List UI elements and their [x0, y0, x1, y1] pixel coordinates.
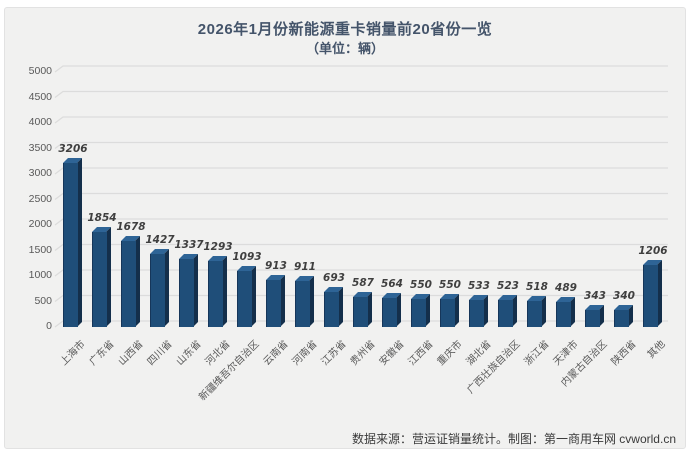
bar-front-face	[324, 292, 339, 327]
bar-value-label: 1337	[174, 239, 204, 251]
bar	[63, 158, 82, 327]
gridline	[54, 192, 668, 200]
chart-subtitle: （单位：辆）	[305, 41, 384, 56]
bar-front-face	[295, 281, 310, 327]
bar-value-label: 3206	[58, 143, 88, 155]
bar-value-label: 1854	[87, 212, 117, 224]
bar	[208, 256, 227, 327]
bar-front-face	[411, 299, 426, 327]
y-axis-tick-label: 2500	[28, 192, 52, 205]
bar-value-label: 693	[323, 272, 345, 284]
bar	[237, 266, 256, 327]
bar-value-label: 340	[613, 290, 635, 302]
bar	[382, 293, 401, 327]
bar	[266, 275, 285, 327]
chart-panel	[4, 7, 686, 449]
y-axis-tick-label: 5000	[28, 65, 52, 77]
gridline	[54, 65, 668, 73]
bar	[556, 297, 575, 327]
bar-front-face	[208, 261, 223, 327]
y-axis-tick-label: 3500	[28, 141, 52, 154]
bar-front-face	[643, 265, 658, 327]
bar-value-label: 911	[294, 261, 316, 273]
bar-front-face	[614, 310, 629, 327]
bar	[295, 276, 314, 327]
bar-value-label: 523	[497, 280, 519, 292]
bar	[353, 292, 372, 327]
bar-front-face	[585, 310, 600, 327]
gridline	[54, 141, 668, 149]
bar-value-label: 564	[381, 278, 403, 290]
gridline	[54, 269, 668, 277]
data-source-caption: 数据来源：营运证销量统计。制图：第一商用车网 cvworld.cn	[351, 432, 676, 446]
y-axis-tick-label: 2000	[28, 218, 52, 230]
gridline	[54, 90, 668, 98]
bar-front-face	[63, 163, 78, 327]
bar-front-face	[179, 259, 194, 327]
bar-front-face	[266, 280, 281, 327]
gridline	[54, 167, 668, 175]
bar	[614, 305, 633, 327]
y-axis-tick-label: 3000	[28, 167, 52, 179]
bar	[585, 305, 604, 327]
bar-value-label: 518	[526, 281, 548, 293]
bar-value-label: 1293	[203, 241, 233, 253]
bar-front-face	[150, 254, 165, 327]
bar-value-label: 1093	[232, 251, 262, 263]
bar	[440, 294, 459, 327]
bar	[527, 296, 546, 327]
bar-front-face	[440, 299, 455, 327]
bar-value-label: 587	[352, 277, 374, 289]
y-axis-tick-label: 0	[46, 320, 52, 332]
y-axis-tick-label: 500	[34, 294, 52, 307]
bar-value-label: 550	[439, 279, 461, 291]
bar	[121, 236, 140, 327]
bar-front-face	[353, 297, 368, 327]
bar-front-face	[527, 301, 542, 327]
bar-value-label: 343	[584, 290, 606, 302]
bar-front-face	[121, 241, 136, 327]
y-axis-tick-label: 4000	[28, 116, 52, 128]
bar-front-face	[556, 302, 571, 327]
bar-value-label: 1427	[145, 234, 175, 246]
bar-front-face	[92, 232, 107, 327]
y-axis-tick-label: 4500	[28, 90, 52, 103]
bar-front-face	[469, 300, 484, 327]
bar	[150, 249, 169, 327]
bar	[469, 295, 488, 327]
bar	[179, 254, 198, 327]
bar	[498, 295, 517, 327]
bar-value-label: 533	[468, 280, 490, 292]
bar-value-label: 913	[265, 260, 287, 272]
bar-value-label: 489	[555, 282, 577, 294]
chart-title: 2026年1月份新能源重卡销量前20省份一览	[197, 21, 493, 38]
bar	[324, 287, 343, 327]
y-axis-tick-label: 1000	[28, 269, 52, 281]
bar-value-label: 550	[410, 279, 432, 291]
bar-front-face	[498, 300, 513, 327]
bar-value-label: 1678	[116, 221, 146, 233]
bar	[411, 294, 430, 327]
bar	[643, 260, 662, 327]
bar-front-face	[382, 298, 397, 327]
bar	[92, 227, 111, 327]
bar-value-label: 1206	[638, 245, 668, 257]
y-axis-tick-label: 1500	[28, 243, 52, 256]
gridline	[54, 116, 668, 124]
bar-front-face	[237, 271, 252, 327]
